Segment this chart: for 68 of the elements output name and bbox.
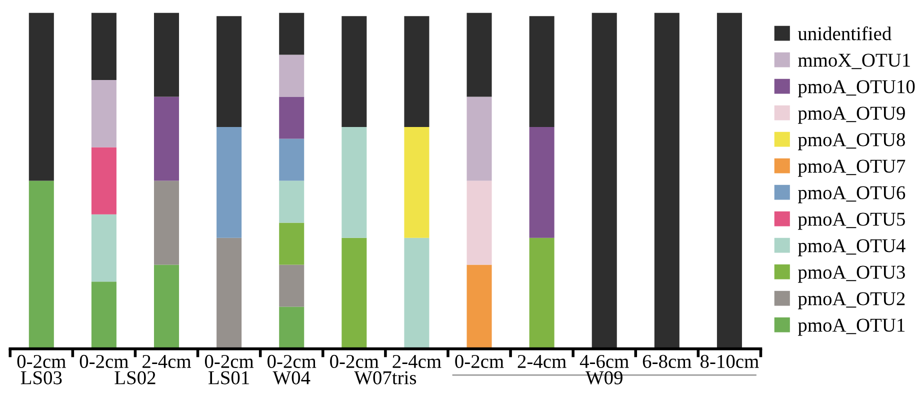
bar bbox=[154, 180, 180, 265]
legend-label: pmoA_OTU9 bbox=[798, 106, 905, 124]
bar bbox=[342, 238, 367, 349]
bar bbox=[216, 16, 242, 128]
bar bbox=[279, 222, 304, 265]
x-tick-label: 8-10cm bbox=[700, 354, 759, 368]
legend-label: pmoA_OTU8 bbox=[798, 133, 905, 150]
bar bbox=[404, 16, 430, 128]
bar bbox=[279, 138, 304, 181]
bar bbox=[28, 180, 54, 349]
bar bbox=[28, 12, 54, 181]
text: LS02 bbox=[114, 371, 156, 384]
bar bbox=[91, 282, 116, 349]
text: W04 bbox=[272, 371, 310, 384]
text: W09 bbox=[585, 371, 622, 384]
legend-label: mmoX_OTU1 bbox=[798, 54, 910, 70]
bar bbox=[466, 12, 492, 97]
legend-label: pmoA_OTU6 bbox=[798, 186, 906, 204]
text: LS01 bbox=[208, 371, 249, 384]
bar bbox=[342, 16, 367, 128]
text: LS03 bbox=[20, 371, 62, 384]
bar bbox=[279, 264, 304, 307]
x-tick-label: 0-2cm bbox=[455, 354, 504, 368]
x-tick-label: 0-2cm bbox=[17, 354, 66, 368]
x-tick-label: 2-4cm bbox=[392, 354, 442, 368]
bar bbox=[91, 147, 116, 214]
bar bbox=[529, 127, 554, 238]
bar bbox=[91, 80, 116, 148]
x-tick-label: 0-2cm bbox=[80, 354, 128, 368]
bar bbox=[279, 306, 304, 349]
bar bbox=[466, 264, 492, 349]
bar bbox=[529, 16, 554, 128]
bar bbox=[279, 12, 304, 55]
bar bbox=[279, 54, 304, 97]
legend-label: pmoA_OTU2 bbox=[798, 292, 905, 310]
x-tick-label: 0-2cm bbox=[204, 354, 254, 368]
x-tick-label: 0-2cm bbox=[268, 354, 316, 368]
legend-label: pmoA_OTU3 bbox=[798, 266, 905, 283]
bar bbox=[342, 127, 367, 238]
bar bbox=[716, 12, 742, 349]
legend-label: pmoA_OTU10 bbox=[798, 80, 915, 98]
bar bbox=[404, 127, 430, 238]
bar bbox=[404, 238, 430, 349]
bar bbox=[592, 12, 617, 349]
legend-label: pmoA_OTU7 bbox=[798, 160, 906, 177]
bar bbox=[466, 96, 492, 181]
bar bbox=[91, 214, 116, 282]
x-tick-label: 2-4cm bbox=[518, 354, 566, 368]
x-tick-label: 2-4cm bbox=[142, 354, 192, 368]
bar bbox=[279, 96, 304, 139]
legend-label: pmoA_OTU1 bbox=[798, 318, 905, 336]
legend-label: pmoA_OTU5 bbox=[798, 212, 905, 230]
bar bbox=[654, 12, 680, 349]
bar bbox=[154, 96, 180, 181]
bar bbox=[154, 264, 180, 349]
bar bbox=[154, 12, 180, 97]
x-tick-label: 0-2cm bbox=[330, 354, 379, 368]
x-tick-label: 4-6cm bbox=[580, 354, 629, 368]
bar bbox=[529, 238, 554, 349]
bar bbox=[279, 180, 304, 223]
bar bbox=[216, 127, 242, 238]
text: W07tris bbox=[354, 371, 416, 384]
bar bbox=[91, 12, 116, 80]
bar bbox=[466, 180, 492, 265]
bar bbox=[216, 238, 242, 349]
legend-label: pmoA_OTU4 bbox=[798, 239, 906, 256]
x-tick-label: 6-8cm bbox=[642, 354, 692, 368]
legend-label: unidentified bbox=[798, 26, 892, 40]
